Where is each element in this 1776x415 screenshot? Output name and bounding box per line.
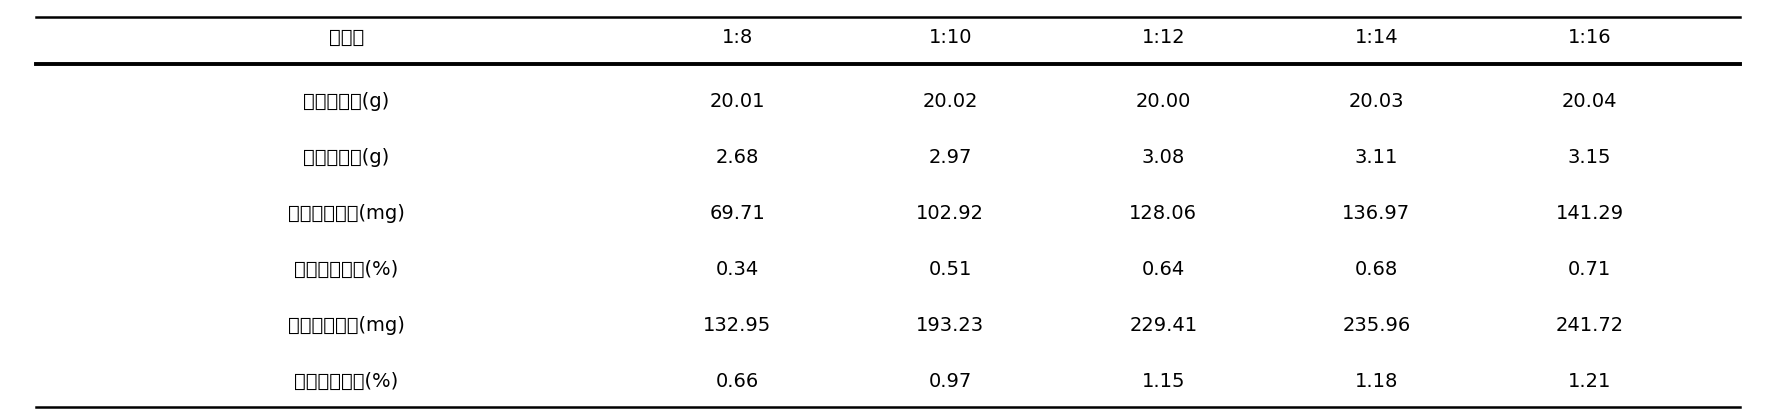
Text: 20.00: 20.00	[1135, 92, 1192, 111]
Text: 3.15: 3.15	[1568, 148, 1611, 167]
Text: 固液比: 固液比	[329, 28, 364, 47]
Text: 20.01: 20.01	[709, 92, 765, 111]
Text: 0.34: 0.34	[716, 260, 758, 279]
Text: 1.21: 1.21	[1568, 372, 1611, 391]
Text: 黄酮碳苷得率(%): 黄酮碳苷得率(%)	[295, 372, 398, 391]
Text: 0.68: 0.68	[1355, 260, 1398, 279]
Text: 1:14: 1:14	[1355, 28, 1398, 47]
Text: 提取物质量(g): 提取物质量(g)	[304, 148, 389, 167]
Text: 102.92: 102.92	[916, 204, 984, 223]
Text: 229.41: 229.41	[1130, 316, 1197, 335]
Text: 0.97: 0.97	[929, 372, 971, 391]
Text: 1:10: 1:10	[929, 28, 971, 47]
Text: 20.04: 20.04	[1561, 92, 1618, 111]
Text: 1:12: 1:12	[1142, 28, 1185, 47]
Text: 0.51: 0.51	[929, 260, 971, 279]
Text: 141.29: 141.29	[1556, 204, 1623, 223]
Text: 128.06: 128.06	[1130, 204, 1197, 223]
Text: 1:16: 1:16	[1568, 28, 1611, 47]
Text: 20.03: 20.03	[1348, 92, 1405, 111]
Text: 0.64: 0.64	[1142, 260, 1185, 279]
Text: 苯乙醇苷得率(%): 苯乙醇苷得率(%)	[295, 260, 398, 279]
Text: 0.66: 0.66	[716, 372, 758, 391]
Text: 132.95: 132.95	[703, 316, 771, 335]
Text: 3.11: 3.11	[1355, 148, 1398, 167]
Text: 原药材质量(g): 原药材质量(g)	[304, 92, 389, 111]
Text: 0.71: 0.71	[1568, 260, 1611, 279]
Text: 2.97: 2.97	[929, 148, 971, 167]
Text: 2.68: 2.68	[716, 148, 758, 167]
Text: 3.08: 3.08	[1142, 148, 1185, 167]
Text: 1.18: 1.18	[1355, 372, 1398, 391]
Text: 1:8: 1:8	[721, 28, 753, 47]
Text: 20.02: 20.02	[922, 92, 979, 111]
Text: 69.71: 69.71	[709, 204, 765, 223]
Text: 193.23: 193.23	[916, 316, 984, 335]
Text: 235.96: 235.96	[1343, 316, 1410, 335]
Text: 241.72: 241.72	[1556, 316, 1623, 335]
Text: 136.97: 136.97	[1343, 204, 1410, 223]
Text: 黄酮碳苷含量(mg): 黄酮碳苷含量(mg)	[288, 316, 405, 335]
Text: 1.15: 1.15	[1142, 372, 1185, 391]
Text: 苯乙醇苷含量(mg): 苯乙醇苷含量(mg)	[288, 204, 405, 223]
